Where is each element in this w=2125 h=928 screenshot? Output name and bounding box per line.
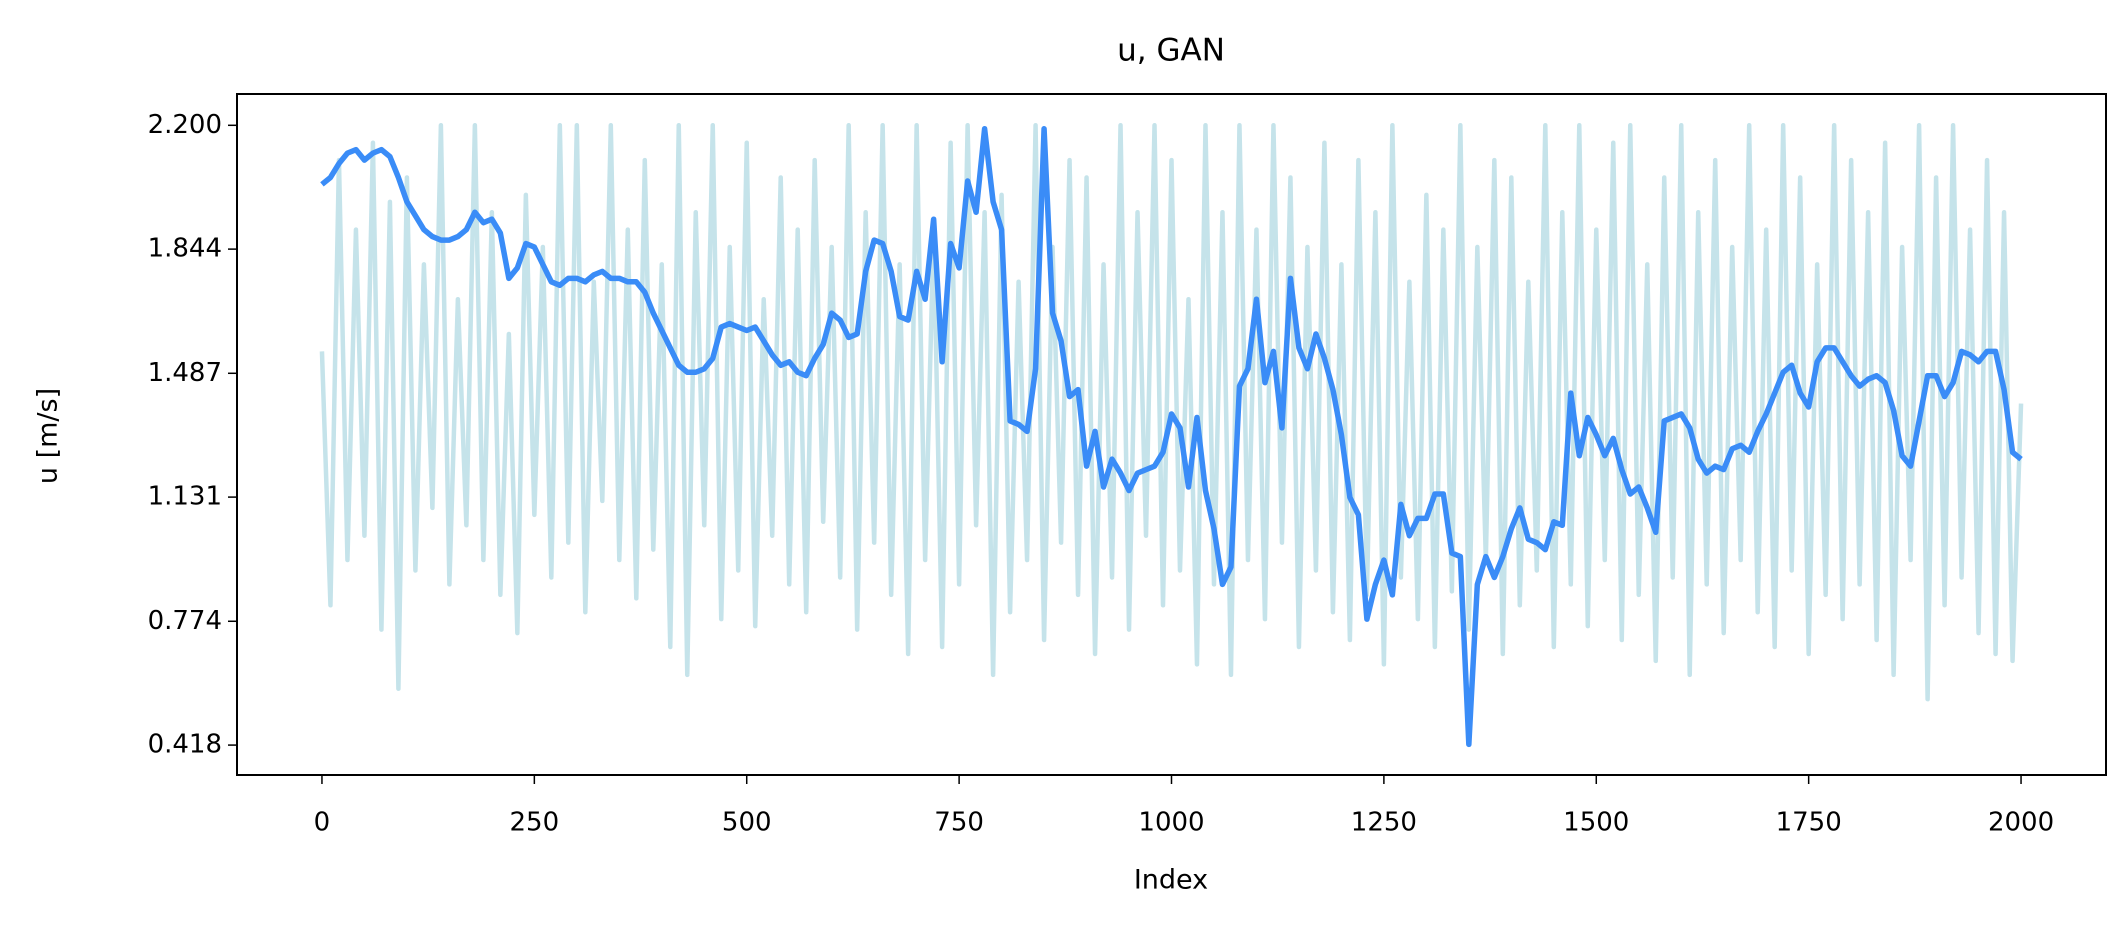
x-tick-label: 750: [934, 808, 984, 838]
data-line: [319, 123, 2024, 702]
chart-title: u, GAN: [1117, 33, 1225, 69]
y-tick-label: 1.487: [148, 358, 222, 388]
x-tick-label: 1250: [1351, 808, 1417, 838]
plot-frame: [236, 93, 2107, 776]
y-tick-label: 0.774: [148, 606, 222, 636]
x-tick-label: 1000: [1138, 808, 1204, 838]
y-tick-label: 0.418: [148, 730, 222, 760]
x-tick-label: 0: [314, 808, 331, 838]
y-tick-label: 1.131: [148, 482, 222, 512]
x-tick-label: 1750: [1776, 808, 1842, 838]
x-tick-label: 1500: [1563, 808, 1629, 838]
y-tick-label: 1.844: [148, 234, 222, 264]
x-tick-label: 2000: [1988, 808, 2054, 838]
x-tick-label: 500: [722, 808, 772, 838]
y-axis-label: u [m/s]: [33, 388, 64, 484]
x-axis-label: Index: [1134, 865, 1208, 896]
y-tick-label: 2.200: [148, 110, 222, 140]
data-line: [320, 126, 2023, 748]
x-tick-label: 250: [510, 808, 560, 838]
